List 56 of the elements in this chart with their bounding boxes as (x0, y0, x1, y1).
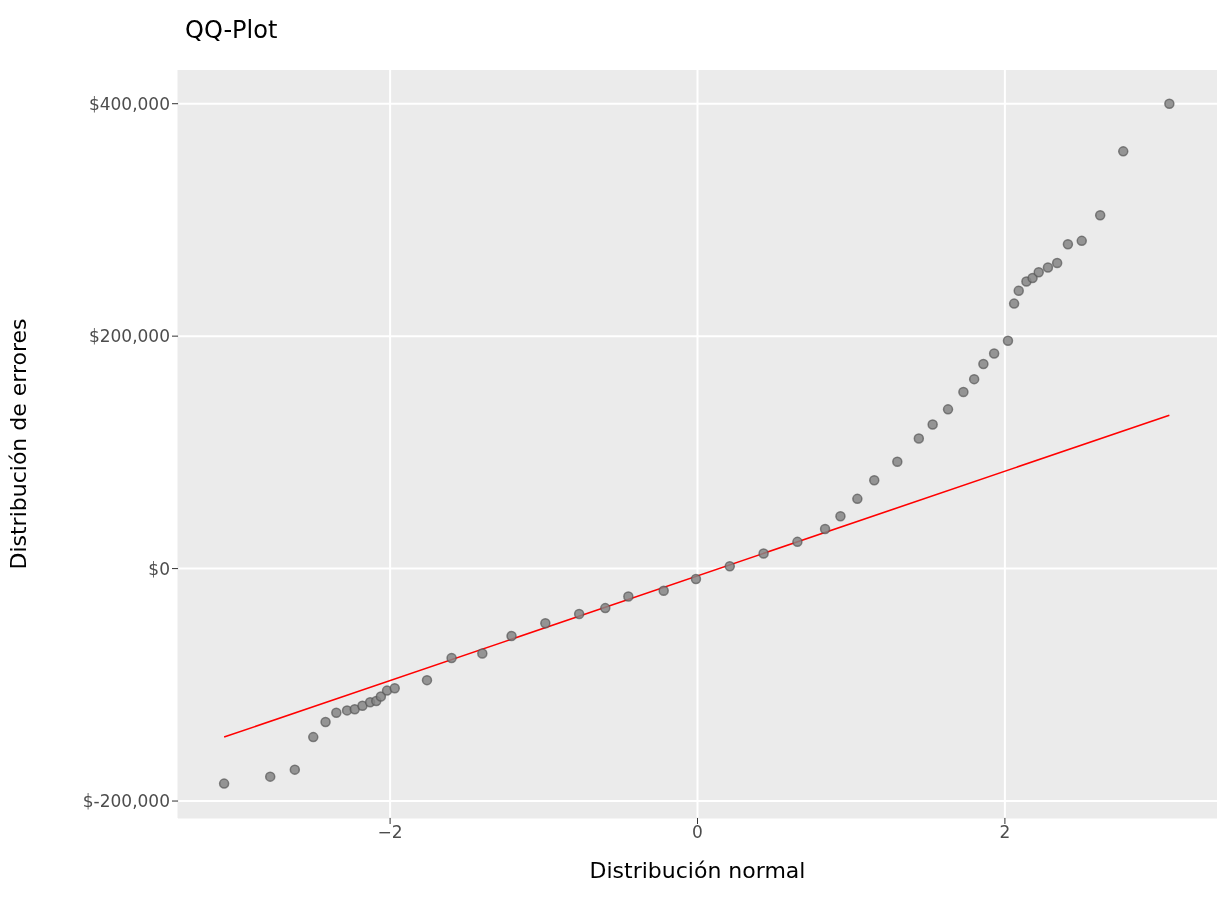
point (1076, 235, 1087, 247)
point (1094, 210, 1106, 221)
point (1002, 335, 1014, 347)
point (958, 386, 969, 398)
point (792, 536, 803, 548)
point (852, 493, 863, 505)
chart-title: QQ-Plot (185, 16, 278, 44)
x-axis-title: Distribución normal (589, 858, 806, 883)
point (375, 691, 387, 702)
y-tick-label: $200,000 (88, 326, 170, 347)
point (913, 433, 925, 444)
point (264, 771, 276, 782)
point (218, 778, 230, 789)
point (1027, 272, 1038, 284)
point (892, 456, 903, 467)
x-tick-label: −2 (377, 822, 403, 843)
point (506, 630, 517, 642)
point (289, 764, 301, 775)
point (758, 548, 769, 559)
point (331, 707, 342, 718)
point (988, 348, 1000, 359)
y-tick-label: $400,000 (88, 93, 170, 114)
point (1164, 98, 1175, 109)
point (308, 731, 319, 743)
point (1013, 285, 1024, 297)
point (927, 419, 938, 430)
point (600, 602, 611, 614)
point (1042, 262, 1054, 273)
point (477, 648, 488, 659)
point (389, 683, 400, 694)
point (835, 511, 846, 522)
point (623, 591, 634, 602)
point (1051, 257, 1063, 269)
y-tick-label: $0 (148, 558, 170, 579)
point (1008, 298, 1020, 309)
point (540, 617, 551, 629)
x-tick-label: 2 (999, 822, 1011, 843)
point (573, 608, 585, 620)
point (320, 716, 331, 728)
point (421, 674, 433, 686)
point (1062, 239, 1074, 250)
point (1033, 266, 1044, 278)
point (724, 561, 736, 572)
point (1117, 146, 1129, 157)
point (658, 585, 669, 596)
point (942, 404, 954, 415)
point (869, 475, 880, 486)
point (357, 700, 368, 711)
point (446, 652, 457, 664)
point (968, 373, 980, 385)
point (978, 358, 989, 370)
y-axis-title: Distribución de errores (5, 318, 31, 570)
point (690, 573, 702, 585)
point (819, 523, 831, 535)
x-tick-label: 0 (692, 822, 703, 843)
y-tick-label: $-200,000 (82, 791, 170, 812)
